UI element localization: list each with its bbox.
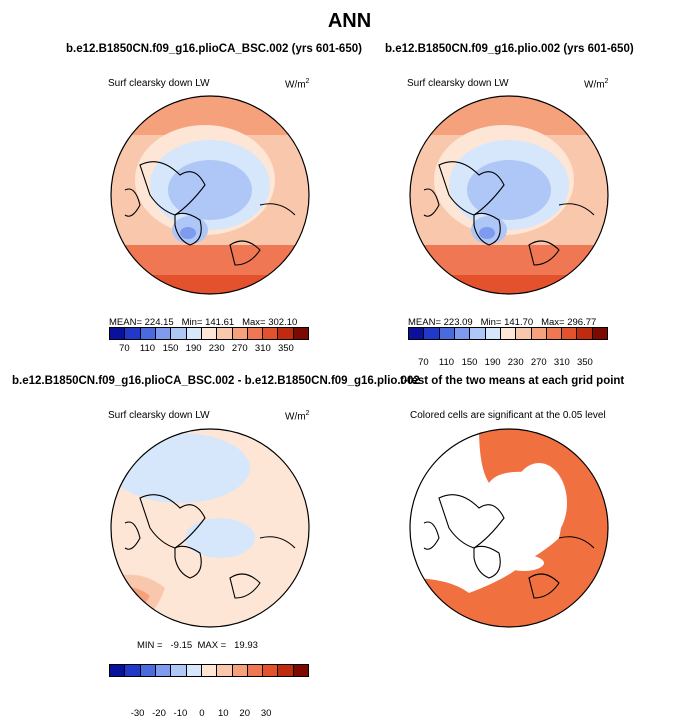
colorbar-swatch [232,665,248,676]
colorbar-swatch [592,328,608,339]
colorbar-tick-label: 230 [208,343,225,354]
colorbar-tick-label: -20 [152,708,166,719]
panel-2-stats: MEAN= 223.09 Min= 141.70 Max= 296.77 [408,317,597,328]
colorbar-swatch [125,665,141,676]
panel-3-colorbar-ticks: -30 -20 -10 0 10 20 30 [109,708,309,722]
colorbar-tick-label: 270 [530,357,547,368]
colorbar-swatch [263,665,279,676]
colorbar-swatch [140,665,156,676]
colorbar-swatch [531,328,547,339]
colorbar-swatch [110,328,126,339]
colorbar-swatch [155,328,172,339]
colorbar-swatch [439,328,455,339]
panel-1-variable: Surf clearsky down LW [108,78,210,89]
colorbar-tick-label: 150 [162,343,179,354]
colorbar-swatch [125,328,141,339]
panel-4-title: t-test of the two means at each grid poi… [400,375,625,387]
panel-2-colorbar [408,327,608,340]
colorbar-tick-label: 270 [231,343,248,354]
panel-2-map [409,95,609,295]
colorbar-tick-label: 110 [139,343,156,354]
colorbar-tick-label: 70 [119,343,130,354]
colorbar-swatch [140,328,156,339]
colorbar-swatch [217,665,233,676]
panel-2-variable: Surf clearsky down LW [407,78,509,89]
colorbar-swatch [110,665,126,676]
colorbar-tick-label: 0 [199,708,205,719]
colorbar-swatch [516,328,532,339]
panel-3-stats: MIN = -9.15 MAX = 19.93 [137,640,258,651]
colorbar-tick-label: -10 [173,708,188,719]
colorbar-swatch [293,328,309,339]
panel-3-units: W/m2 [285,410,310,423]
colorbar-swatch [186,665,202,676]
colorbar-swatch [409,328,425,339]
panel-1-map [110,95,310,295]
colorbar-tick-label: 150 [461,357,478,368]
panel-3-map [110,428,310,628]
panel-3-colorbar [109,664,309,677]
colorbar-swatch [201,328,218,339]
colorbar-tick-label: 190 [484,357,501,368]
panel-1-colorbar [109,327,309,340]
panel-4-subtitle: Colored cells are significant at the 0.0… [410,410,606,421]
colorbar-tick-label: 110 [438,357,455,368]
colorbar-swatch [485,328,501,339]
colorbar-swatch [201,665,218,676]
colorbar-tick-label: 190 [185,343,202,354]
panel-2-title: b.e12.B1850CN.f09_g16.plio.002 (yrs 601-… [385,43,634,55]
colorbar-swatch [454,328,471,339]
colorbar-tick-label: 30 [260,708,272,719]
colorbar-tick-label: -30 [130,708,145,719]
colorbar-swatch [247,665,264,676]
colorbar-swatch [500,328,517,339]
panel-1-colorbar-ticks: 70 110 150 190 230 270 310 350 [109,343,309,357]
panel-1-units: W/m2 [285,78,310,91]
panel-2-colorbar-ticks: 70 110 150 190 230 270 310 350 [408,357,608,371]
colorbar-swatch [263,328,279,339]
panel-1-title: b.e12.B1850CN.f09_g16.plioCA_BSC.002 (yr… [66,43,362,55]
panel-2-units: W/m2 [584,78,609,91]
colorbar-swatch [171,328,187,339]
colorbar-swatch [247,328,264,339]
colorbar-swatch [217,328,233,339]
colorbar-swatch [424,328,440,339]
colorbar-tick-label: 310 [254,343,271,354]
colorbar-swatch [546,328,563,339]
panel-3-variable: Surf clearsky down LW [108,410,210,421]
colorbar-swatch [577,328,593,339]
colorbar-tick-label: 310 [553,357,570,368]
colorbar-tick-label: 350 [277,343,294,354]
colorbar-swatch [470,328,486,339]
colorbar-tick-label: 20 [239,708,250,719]
panel-1-stats: MEAN= 224.15 Min= 141.61 Max= 302.10 [109,317,298,328]
colorbar-tick-label: 350 [576,357,593,368]
colorbar-swatch [278,665,294,676]
colorbar-swatch [232,328,248,339]
panel-3-title: b.e12.B1850CN.f09_g16.plioCA_BSC.002 - b… [12,375,420,387]
colorbar-tick-label: 230 [507,357,524,368]
colorbar-tick-label: 70 [418,357,429,368]
panel-4-map [409,428,609,628]
colorbar-swatch [562,328,578,339]
colorbar-swatch [293,665,309,676]
colorbar-swatch [278,328,294,339]
colorbar-tick-label: 10 [217,708,229,719]
colorbar-swatch [186,328,202,339]
colorbar-swatch [171,665,187,676]
colorbar-swatch [155,665,172,676]
figure-title: ANN [327,10,372,32]
